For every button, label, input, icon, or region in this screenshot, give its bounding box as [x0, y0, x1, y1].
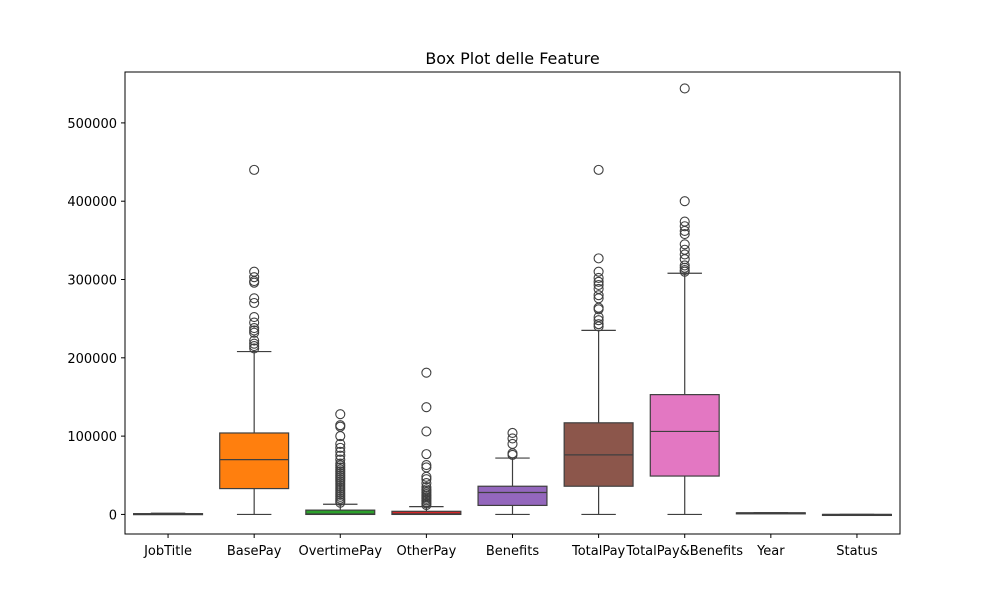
box-group — [219, 164, 290, 516]
outlier-point — [421, 484, 432, 495]
box-group — [133, 512, 204, 516]
outlier-point — [335, 420, 346, 431]
outlier-point — [421, 478, 432, 489]
outlier-point — [335, 450, 346, 461]
box-group — [391, 367, 462, 516]
outlier-point — [679, 260, 690, 271]
x-tick-label: TotalPay&Benefits — [625, 544, 743, 559]
outlier-point — [679, 229, 690, 240]
outlier-point — [421, 367, 432, 378]
box-group — [477, 427, 548, 516]
x-tick-label: Benefits — [486, 544, 539, 559]
outlier-point — [249, 317, 260, 328]
outlier-point — [593, 253, 604, 264]
y-tick-label: 400000 — [67, 195, 117, 210]
outlier-point — [421, 449, 432, 460]
y-tick-label: 500000 — [67, 117, 117, 132]
outlier-point — [421, 462, 432, 473]
outlier-point — [679, 265, 690, 276]
outlier-point — [335, 454, 346, 465]
y-axis: 0 100000 200000 300000 400000 500000 — [67, 117, 125, 523]
outlier-point — [679, 216, 690, 227]
outlier-point — [249, 323, 260, 334]
outlier-point — [249, 327, 260, 338]
outlier-point — [249, 293, 260, 304]
outlier-point — [421, 481, 432, 493]
x-tick-label: Status — [836, 544, 878, 559]
outlier-point — [679, 239, 690, 250]
box — [477, 485, 548, 507]
outlier-point — [421, 402, 432, 413]
outlier-point — [249, 341, 260, 352]
outlier-point — [249, 164, 260, 175]
box-group — [821, 513, 892, 517]
box-group — [563, 164, 634, 516]
y-tick-label: 100000 — [67, 430, 117, 445]
x-tick-label: Year — [756, 544, 785, 559]
outlier-point — [335, 446, 346, 457]
outlier-point — [249, 266, 260, 277]
x-tick-label: OtherPay — [396, 544, 456, 559]
outlier-point — [421, 426, 432, 437]
outlier-point — [335, 409, 346, 420]
outlier-point — [679, 83, 690, 94]
outlier-point — [593, 276, 604, 287]
outlier-point — [679, 244, 690, 255]
outlier-point — [249, 338, 260, 349]
outlier-point — [679, 221, 690, 232]
x-tick-label: OvertimePay — [298, 544, 382, 559]
y-tick-label: 0 — [109, 508, 117, 523]
y-tick-label: 300000 — [67, 274, 117, 289]
outlier-point — [335, 442, 346, 453]
outlier-point — [679, 249, 690, 260]
outlier-point — [507, 438, 518, 449]
outlier-point — [249, 312, 260, 323]
x-tick-label: BasePay — [227, 544, 282, 559]
outlier-point — [421, 460, 432, 471]
outlier-point — [335, 438, 346, 449]
outlier-point — [679, 196, 690, 207]
outlier-point — [593, 164, 604, 175]
outlier-point — [249, 272, 260, 283]
chart-title: Box Plot delle Feature — [425, 49, 599, 68]
outlier-point — [593, 290, 604, 301]
outlier-point — [593, 272, 604, 283]
boxes-layer — [133, 83, 892, 517]
outlier-point — [593, 279, 604, 291]
outlier-point — [593, 283, 604, 294]
outlier-point — [335, 458, 346, 469]
x-tick-label: JobTitle — [143, 544, 192, 559]
outlier-point — [249, 335, 260, 346]
outlier-point — [593, 319, 604, 330]
box-group — [305, 409, 376, 516]
y-tick-label: 200000 — [67, 352, 117, 367]
outlier-point — [593, 266, 604, 277]
outlier-point — [507, 433, 518, 444]
box-group — [735, 512, 806, 515]
x-tick-label: TotalPay — [571, 544, 626, 559]
outlier-point — [507, 427, 518, 439]
outlier-point — [421, 474, 432, 485]
x-axis: JobTitle BasePay OvertimePay OtherPay Benefi… — [143, 534, 878, 559]
outlier-point — [593, 315, 604, 326]
outlier-point — [249, 343, 260, 354]
box — [219, 432, 290, 490]
outlier-point — [249, 325, 260, 336]
outlier-point — [249, 297, 260, 309]
box — [649, 394, 720, 477]
box-group — [649, 83, 720, 516]
